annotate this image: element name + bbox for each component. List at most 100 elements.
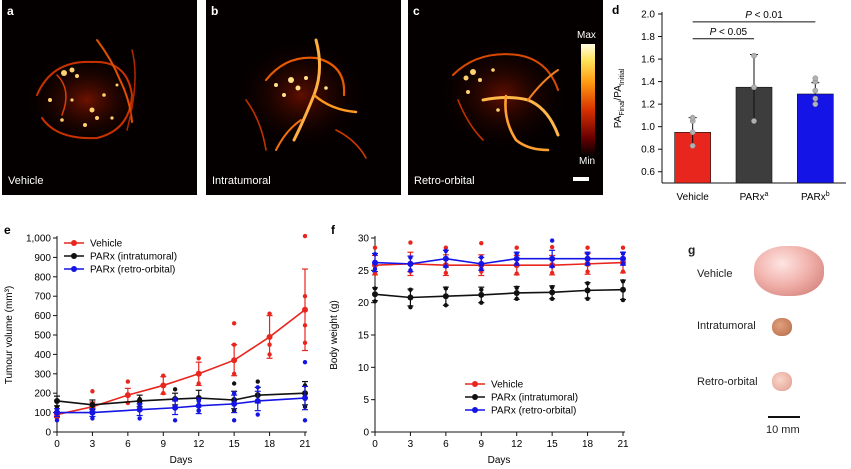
pa-vessels-intratumoral — [236, 38, 367, 159]
y-tick-label: 5 — [363, 395, 369, 406]
raw-data-point — [514, 245, 519, 250]
series-line — [374, 288, 624, 299]
tumor-scale-bar — [768, 416, 800, 418]
data-point — [689, 129, 696, 136]
legend-marker — [472, 407, 478, 413]
data-point — [751, 118, 757, 124]
y-tick-label: 600 — [34, 311, 51, 322]
raw-data-point — [267, 311, 272, 316]
x-tick-label: 0 — [372, 439, 378, 450]
series-mean-marker — [372, 291, 378, 298]
data-point — [689, 142, 696, 149]
scale-bar — [573, 177, 589, 181]
x-tick-label-text: PARx — [801, 192, 826, 203]
series-mean-marker — [266, 333, 273, 340]
raw-data-point — [172, 418, 178, 423]
x-tick-label-text: Vehicle — [677, 192, 710, 203]
caption-intratumoral: Intratumoral — [212, 175, 271, 187]
raw-data-point — [443, 245, 449, 250]
raw-data-point — [372, 245, 378, 250]
tumor-photo-vehicle — [754, 246, 824, 296]
x-tick-label-superscript: a — [764, 191, 768, 198]
pa-image-vehicle: a Vehicle — [2, 0, 197, 195]
legend-marker — [472, 381, 478, 387]
caption-vehicle: Vehicle — [8, 175, 44, 187]
x-axis-label: Days — [170, 455, 193, 466]
colorbar-min-label: Min — [579, 156, 596, 167]
data-point — [812, 95, 819, 102]
legend-label: PARx (retro-orbital) — [90, 265, 175, 276]
raw-data-point — [231, 418, 237, 423]
legend-label: Vehicle — [491, 380, 524, 391]
x-tick-label: 21 — [617, 439, 629, 450]
chart-e: e 0 100 200 300 400 500 600 700 800 900 1,000 0 3 6 9 12… — [4, 223, 311, 466]
raw-data-point — [255, 385, 260, 390]
y-tick-label: 1.2 — [641, 100, 655, 111]
y-axis-label-part: PA — [613, 115, 624, 128]
data-point — [751, 52, 757, 59]
series-mean-marker — [372, 259, 378, 266]
y-tick-label: 0 — [45, 428, 51, 439]
y-tick-label: 0.6 — [641, 167, 655, 178]
y-tick-label: 300 — [34, 369, 51, 380]
series-mean-marker — [89, 401, 96, 408]
panel-letter-e: e — [4, 223, 11, 237]
x-axis-label: Days — [488, 455, 511, 466]
series-mean-marker — [478, 260, 485, 267]
significance-p: P — [745, 10, 752, 21]
series-mean-marker — [54, 409, 60, 416]
x-tick-label: 6 — [443, 439, 449, 450]
data-point — [689, 114, 696, 121]
y-axis-label: PAFinal/PAInitial — [613, 68, 626, 128]
series-mean-marker — [549, 289, 556, 296]
y-tick-label: 1,000 — [26, 234, 51, 245]
series-mean-marker — [407, 260, 414, 267]
legend-marker — [71, 240, 77, 246]
significance-value: < 0.05 — [716, 27, 747, 38]
chart-f: f 0 5 10 15 20 25 30 0 3 6 9 12 15 18 21 Days Body weight… — [329, 223, 629, 466]
y-axis-label: Tumour volume (mm³) — [4, 286, 15, 385]
series-mean-marker — [302, 395, 308, 402]
raw-data-point — [125, 379, 131, 384]
chart-d: d 0.6 0.8 1.0 1.2 1.4 1.6 1.8 2.0 PAFinal/PAIniti… — [612, 3, 846, 203]
y-tick-label: 100 — [34, 408, 51, 419]
raw-data-point — [172, 387, 178, 392]
series-mean-marker — [172, 404, 179, 411]
y-tick-label: 400 — [34, 350, 51, 361]
y-tick-label: 10 — [358, 363, 370, 374]
x-tick-label: 9 — [479, 439, 485, 450]
series-mean-marker — [620, 255, 626, 262]
raw-data-point — [549, 244, 555, 250]
data-point — [812, 87, 819, 94]
x-tick-label: Vehicle — [677, 192, 710, 203]
x-tick-label: PARxa — [740, 191, 769, 203]
panel-letter-d: d — [612, 3, 619, 17]
raw-data-point — [231, 381, 237, 386]
series-mean-marker — [513, 289, 520, 296]
series-line — [374, 261, 624, 266]
legend-marker — [71, 266, 77, 272]
y-tick-label: 0 — [363, 428, 369, 439]
panel-letter-c: c — [413, 4, 420, 18]
colorbar-max-label: Max — [577, 30, 596, 41]
y-tick-label: 900 — [34, 253, 51, 264]
pa-image-retro-orbital: c Retro-orbital — [408, 0, 603, 195]
y-tick-label: 1.6 — [641, 55, 655, 66]
raw-data-point — [137, 416, 142, 421]
series-mean-marker — [302, 306, 308, 313]
colorbar — [581, 44, 595, 154]
legend-label: PARx (retro-orbital) — [491, 406, 576, 417]
x-tick-label: 6 — [125, 439, 131, 450]
significance-label: P < 0.05 — [710, 27, 748, 38]
y-tick-label: 25 — [358, 266, 370, 277]
series-mean-marker — [160, 382, 167, 389]
data-point — [812, 75, 819, 82]
series-mean-marker — [136, 397, 143, 404]
y-tick-label: 0.8 — [641, 145, 655, 156]
significance-label: P < 0.01 — [745, 10, 783, 21]
series-mean-marker — [549, 255, 556, 262]
x-tick-label-text: PARx — [740, 192, 765, 203]
series-mean-marker — [89, 409, 96, 416]
series-line — [374, 257, 623, 265]
x-tick-label: 9 — [161, 439, 167, 450]
